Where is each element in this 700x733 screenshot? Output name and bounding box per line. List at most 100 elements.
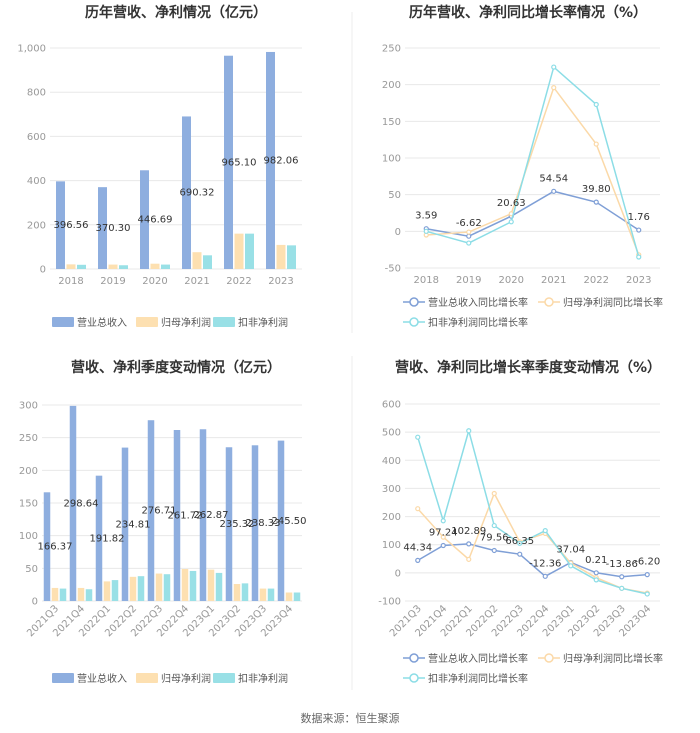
bar-revenue xyxy=(43,492,51,601)
legend-label: 扣非净利润同比增长率 xyxy=(428,672,528,685)
series-point xyxy=(440,542,446,549)
legend-swatch xyxy=(136,673,158,683)
bar-revenue xyxy=(147,420,155,601)
bar-deducted-profit xyxy=(119,265,128,269)
y-tick-label: 0 xyxy=(40,265,46,276)
data-label: 690.32 xyxy=(180,188,215,199)
data-label: 262.87 xyxy=(194,510,229,521)
series-point xyxy=(551,188,557,194)
series-point xyxy=(491,522,497,529)
data-label: 276.71 xyxy=(142,506,177,517)
legend-swatch xyxy=(213,673,235,683)
series-point xyxy=(542,573,548,579)
bar-deducted-profit xyxy=(241,583,249,601)
data-label: 1.76 xyxy=(628,212,650,223)
bar-net-profit xyxy=(285,592,293,601)
bar-revenue xyxy=(266,51,275,270)
series-point xyxy=(551,64,557,70)
bar-revenue xyxy=(225,447,233,601)
bar-deducted-profit xyxy=(77,264,86,269)
series-point xyxy=(415,434,421,440)
data-label: 982.06 xyxy=(264,155,299,166)
bar-net-profit xyxy=(108,264,118,269)
series-line-deducted-profit xyxy=(417,427,648,595)
series-line-revenue xyxy=(426,190,640,237)
y-tick-label: -100 xyxy=(378,597,401,608)
chart-title: 营收、净利同比增长率季度变动情况（%） xyxy=(395,359,661,376)
data-label: 245.50 xyxy=(272,516,307,527)
legend-swatch xyxy=(136,317,158,327)
bar-net-profit xyxy=(234,233,244,269)
data-label: 20.63 xyxy=(497,198,526,209)
series-point xyxy=(415,506,421,512)
bar-deducted-profit xyxy=(287,245,296,269)
y-tick-label: 200 xyxy=(382,80,401,91)
x-tick-label: 2019 xyxy=(100,276,125,287)
bar-deducted-profit xyxy=(293,592,301,601)
bar-net-profit xyxy=(259,588,267,601)
bar-net-profit xyxy=(66,264,76,269)
series-point xyxy=(619,574,625,580)
legend-label: 营业总收入同比增长率 xyxy=(428,652,528,665)
series-point xyxy=(619,585,625,591)
y-tick-label: 0 xyxy=(395,227,401,238)
bar-revenue xyxy=(121,447,129,601)
data-label: 102.89 xyxy=(451,526,486,537)
x-tick-label: 2019 xyxy=(456,275,481,286)
y-tick-label: 1,000 xyxy=(17,44,46,55)
legend-swatch-marker xyxy=(544,297,554,307)
bar-net-profit xyxy=(129,576,137,601)
bar-net-profit xyxy=(181,568,189,601)
series-point xyxy=(542,528,548,534)
bar-net-profit xyxy=(103,581,111,601)
bar-deducted-profit xyxy=(215,572,223,601)
annual-revenue-profit-chart: 历年营收、净利情况（亿元） 0 200 400 600 800 1,000 2018 2019 2… xyxy=(17,4,302,329)
y-tick-label: 200 xyxy=(382,512,401,523)
legend-label: 归母净利润同比增长率 xyxy=(563,652,663,665)
y-tick-label: 250 xyxy=(19,433,38,444)
data-label: 191.82 xyxy=(90,533,125,544)
bar-deducted-profit xyxy=(111,580,119,601)
series-line-deducted-profit xyxy=(426,65,640,258)
series-point xyxy=(636,254,642,260)
y-tick-label: 400 xyxy=(27,176,46,187)
data-label: -6.20 xyxy=(634,557,660,568)
data-source: 数据来源：恒生聚源 xyxy=(301,711,400,725)
series-point xyxy=(415,557,421,563)
bar-deducted-profit xyxy=(267,588,275,601)
series-point xyxy=(466,428,472,434)
y-tick-label: 500 xyxy=(382,428,401,439)
series-point xyxy=(593,101,599,108)
legend-label: 归母净利润同比增长率 xyxy=(563,296,663,309)
y-tick-label: 600 xyxy=(27,132,46,143)
y-tick-label: 100 xyxy=(19,531,38,542)
legend-label: 归母净利润 xyxy=(161,316,211,329)
series-point xyxy=(423,228,429,234)
bar-deducted-profit xyxy=(85,589,93,601)
bar-net-profit xyxy=(207,569,215,601)
bar-net-profit xyxy=(276,244,286,269)
y-tick-label: 200 xyxy=(27,220,46,231)
y-tick-label: -50 xyxy=(385,264,401,275)
data-label: 39.80 xyxy=(582,184,611,195)
data-label: 37.04 xyxy=(556,544,585,555)
y-tick-label: 250 xyxy=(382,44,401,55)
x-tick-label: 2022 xyxy=(584,275,609,286)
bar-net-profit xyxy=(233,584,241,601)
data-label: 3.59 xyxy=(415,211,437,222)
series-point xyxy=(644,591,650,597)
x-tick-label: 2020 xyxy=(142,276,167,287)
data-label: 44.34 xyxy=(403,542,432,553)
y-tick-label: 300 xyxy=(19,401,38,412)
x-tick-label: 2018 xyxy=(58,276,83,287)
series-point xyxy=(466,541,472,547)
bar-revenue xyxy=(224,55,233,270)
bar-revenue xyxy=(98,187,107,269)
legend-swatch xyxy=(52,317,74,327)
bar-net-profit xyxy=(77,587,85,601)
series-point xyxy=(491,490,497,497)
data-label: 234.81 xyxy=(116,519,151,530)
bar-revenue xyxy=(277,440,285,601)
data-label: 166.37 xyxy=(38,542,73,553)
series-point xyxy=(593,577,599,583)
